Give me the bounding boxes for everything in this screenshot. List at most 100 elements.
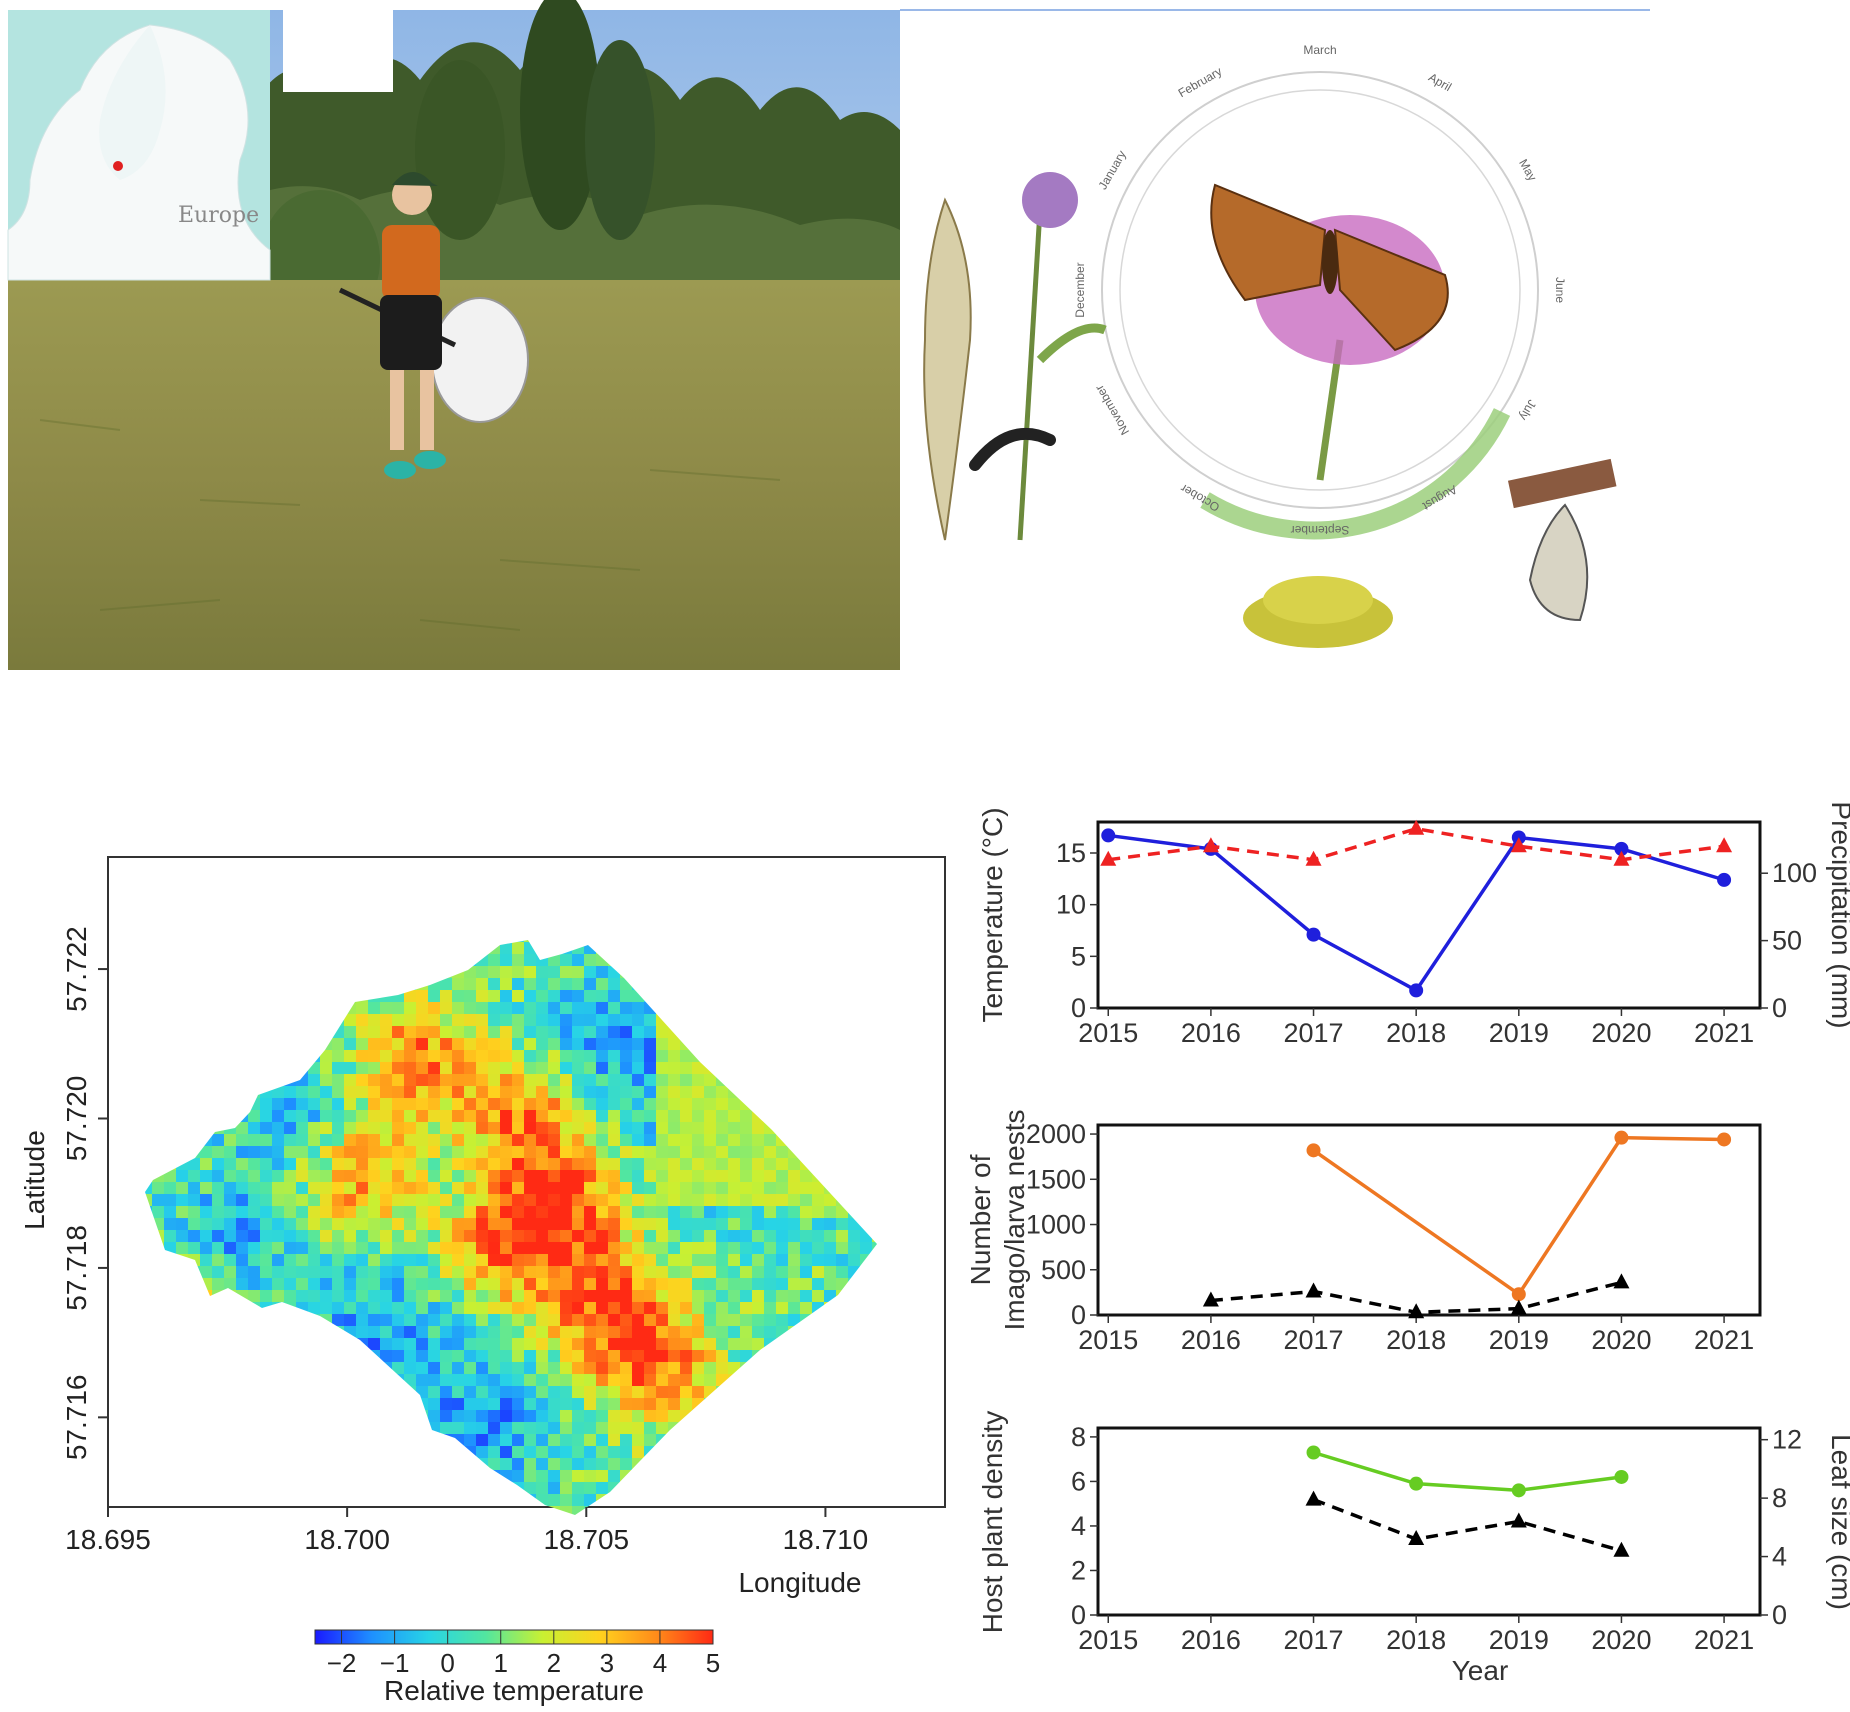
raster-cell [560,1398,572,1410]
raster-cell [632,1326,644,1338]
raster-cell [704,1182,716,1194]
raster-cell [356,1242,368,1254]
raster-cell [464,1170,476,1182]
raster-cell [680,1398,692,1410]
raster-cell [656,1362,668,1374]
raster-cell [728,1098,740,1110]
raster-cell [656,1062,668,1074]
raster-cell [452,1350,464,1362]
x-tick-label: 2020 [1591,1018,1651,1048]
series-line [1312,1135,1725,1297]
raster-cell [500,1146,512,1158]
raster-cell [656,1266,668,1278]
raster-cell [272,1254,284,1266]
raster-cell [500,1446,512,1458]
raster-cell [452,1398,464,1410]
raster-cell [512,1302,524,1314]
raster-cell [548,1386,560,1398]
raster-cell [764,1170,776,1182]
raster-cell [584,1194,596,1206]
raster-cell [452,1374,464,1386]
raster-cell [416,1194,428,1206]
raster-cell [752,1194,764,1206]
raster-cell [704,1242,716,1254]
raster-cell [560,1386,572,1398]
raster-cell [440,1146,452,1158]
thermal-map: 18.695 18.700 18.705 18.71057.72257.72057.7… [19,856,946,1706]
raster-cell [488,1182,500,1194]
raster-cell [728,1110,740,1122]
raster-cell [644,1326,656,1338]
raster-cell [512,1098,524,1110]
raster-cell [440,1098,452,1110]
raster-cell [392,1242,404,1254]
raster-cell [224,1230,236,1242]
raster-cell [548,1146,560,1158]
raster-cell [548,1062,560,1074]
raster-cell [452,990,464,1002]
raster-cell [620,1458,632,1470]
raster-cell [212,1518,224,1530]
raster-cell [704,1086,716,1098]
raster-cell [584,1110,596,1122]
raster-cell [428,1254,440,1266]
raster-cell [512,954,524,966]
raster-cell [632,1038,644,1050]
raster-cell [536,1146,548,1158]
raster-cell [860,1242,872,1254]
raster-cell [668,1386,680,1398]
raster-cell [512,1038,524,1050]
raster-cell [212,1182,224,1194]
raster-cell [692,1110,704,1122]
raster-cell [284,1170,296,1182]
raster-cell [608,1170,620,1182]
raster-cell [476,1026,488,1038]
raster-cell [524,1170,536,1182]
raster-cell [320,1278,332,1290]
raster-cell [512,1074,524,1086]
month-label: June [1553,277,1567,303]
x-tick-label: 2021 [1694,1018,1754,1048]
raster-cell [428,1230,440,1242]
raster-cell [620,1266,632,1278]
raster-cell [500,1410,512,1422]
raster-cell [284,1242,296,1254]
raster-cell [248,1206,260,1218]
raster-cell [524,1038,536,1050]
raster-cell [548,1218,560,1230]
raster-cell [212,1134,224,1146]
raster-cell [620,1230,632,1242]
raster-cell [296,1182,308,1194]
raster-cell [464,1026,476,1038]
raster-cell [500,978,512,990]
x-tick-label: 2017 [1283,1018,1343,1048]
raster-cell [548,1038,560,1050]
raster-cell [596,1014,608,1026]
raster-cell [560,1422,572,1434]
x-tick-label: 2015 [1078,1018,1138,1048]
raster-cell [344,1098,356,1110]
raster-cell [848,1230,860,1242]
raster-cell [344,1194,356,1206]
raster-cell [548,990,560,1002]
raster-cell [704,1518,716,1530]
raster-cell [536,1374,548,1386]
raster-cell [788,1206,800,1218]
raster-cell [440,1398,452,1410]
raster-cell [488,1518,500,1530]
raster-cell [416,1350,428,1362]
raster-cell [620,1278,632,1290]
raster-cell [680,1350,692,1362]
raster-cell [632,1290,644,1302]
raster-cell [560,954,572,966]
raster-cell [800,1302,812,1314]
raster-cell [584,1122,596,1134]
raster-cell [584,1410,596,1422]
raster-cell [584,1182,596,1194]
raster-cell [584,1026,596,1038]
raster-cell [356,1206,368,1218]
raster-cell [308,1230,320,1242]
raster-cell [644,1314,656,1326]
raster-cell [560,1278,572,1290]
raster-cell [428,1206,440,1218]
